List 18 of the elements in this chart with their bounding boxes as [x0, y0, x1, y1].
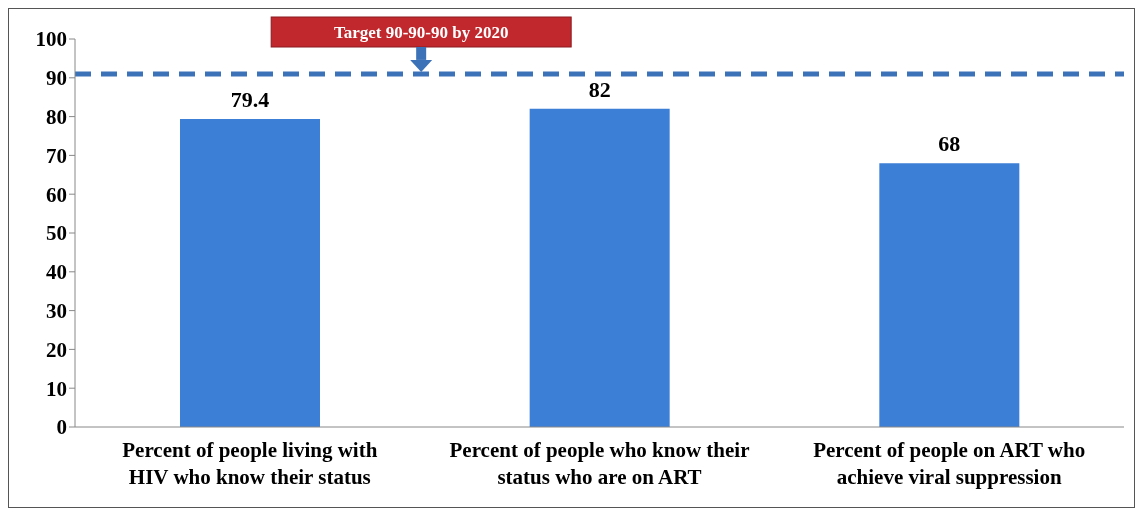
y-tick-label: 60 [46, 182, 67, 207]
data-label: 79.4 [230, 86, 270, 112]
ref-line-label: Target 90-90-90 by 2020 [333, 23, 509, 42]
y-tick-label: 0 [56, 415, 67, 440]
y-tick-label: 100 [35, 27, 67, 52]
y-tick-label: 70 [46, 143, 67, 168]
data-label: 82 [588, 76, 611, 102]
x-tick-label: Percent of people living with HIV who know their status [122, 438, 378, 489]
x-tick-label: Percent of people who know their status who are on ART [449, 438, 750, 489]
y-tick-label: 90 [46, 66, 67, 91]
y-tick-label: 40 [46, 260, 67, 285]
x-tick-label: Percent of people on ART who achieve viral suppression [813, 438, 1086, 489]
y-tick-label: 80 [46, 105, 67, 130]
y-tick-label: 50 [46, 221, 67, 246]
y-tick-label: 20 [46, 337, 67, 362]
y-tick-label: 10 [46, 376, 67, 401]
y-tick-label: 30 [46, 299, 67, 324]
data-label: 68 [938, 131, 961, 157]
